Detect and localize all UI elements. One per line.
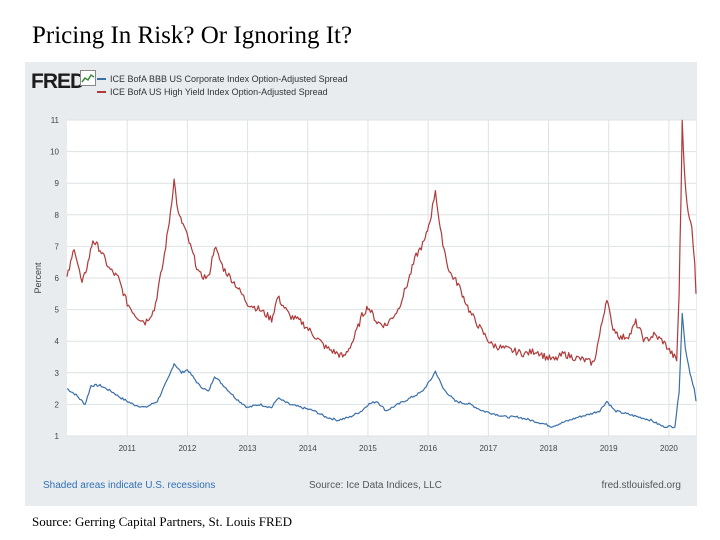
x-tick-label: 2012: [178, 444, 196, 453]
slide-source: Source: Gerring Capital Partners, St. Lo…: [32, 514, 292, 529]
x-tick-label: 2018: [540, 444, 558, 453]
y-tick-label: 5: [55, 306, 60, 315]
x-tick-label: 2011: [119, 444, 137, 453]
chart-canvas: 1 2 3 4 5 6 7 8 9 10 11 2011 2012 2013 2014 2015 2016 201…: [33, 116, 697, 453]
y-tick-label: 7: [55, 242, 60, 251]
y-axis-label: Percent: [33, 262, 43, 294]
x-tick-label: 2017: [479, 444, 497, 453]
legend-item-bbb: ICE BofA BBB US Corporate Index Option-A…: [97, 72, 348, 85]
series-line-high-yield: [66, 119, 697, 366]
x-tick-label: 2014: [299, 444, 317, 453]
x-tick-label: 2020: [660, 444, 678, 453]
x-tick-label: 2016: [419, 444, 437, 453]
y-tick-label: 6: [55, 274, 60, 283]
legend-item-hy: ICE BofA US High Yield Index Option-Adju…: [97, 85, 348, 98]
x-tick-label: 2013: [239, 444, 257, 453]
fred-logo: FRED: [31, 70, 85, 93]
y-tick-label: 11: [51, 116, 60, 125]
data-source: Source: Ice Data Indices, LLC: [309, 480, 442, 491]
fred-url: fred.stlouisfed.org: [601, 480, 682, 491]
legend: ICE BofA BBB US Corporate Index Option-A…: [97, 72, 348, 98]
legend-swatch-bbb: [97, 77, 106, 80]
x-tick-label: 2019: [600, 444, 618, 453]
slide-title: Pricing In Risk? Or Ignoring It?: [32, 22, 353, 49]
legend-label-hy: ICE BofA US High Yield Index Option-Adju…: [110, 86, 328, 97]
y-tick-label: 10: [50, 148, 59, 157]
y-tick-label: 8: [55, 211, 60, 220]
y-tick-label: 4: [55, 337, 60, 346]
x-tick-label: 2015: [359, 444, 377, 453]
y-tick-label: 3: [55, 369, 60, 378]
fred-chart-panel: FRED ICE BofA BBB US Corporate Index Opt…: [25, 62, 697, 506]
y-tick-label: 9: [55, 179, 60, 188]
series-line-bbb: [66, 312, 697, 429]
legend-label-bbb: ICE BofA BBB US Corporate Index Option-A…: [110, 73, 348, 84]
y-tick-label: 1: [55, 432, 60, 441]
fred-logo-chart-icon: [80, 70, 96, 86]
legend-swatch-hy: [97, 90, 106, 93]
recession-note: Shaded areas indicate U.S. recessions: [43, 480, 216, 491]
y-tick-label: 2: [55, 400, 60, 409]
